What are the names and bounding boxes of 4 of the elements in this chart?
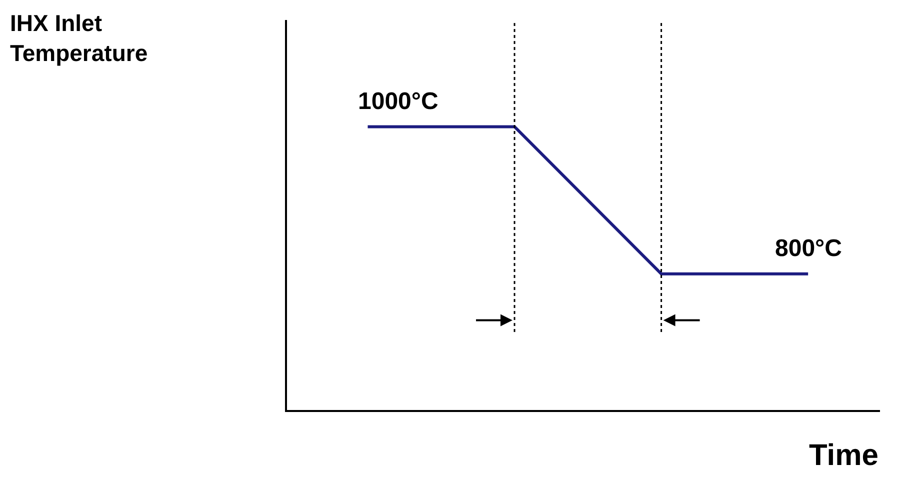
data-label: 800°C [775, 235, 842, 262]
text: IHX Inlet Temperature [10, 10, 148, 66]
x-axis-title: Time [809, 439, 878, 472]
data-label: 1000°C [358, 88, 438, 115]
